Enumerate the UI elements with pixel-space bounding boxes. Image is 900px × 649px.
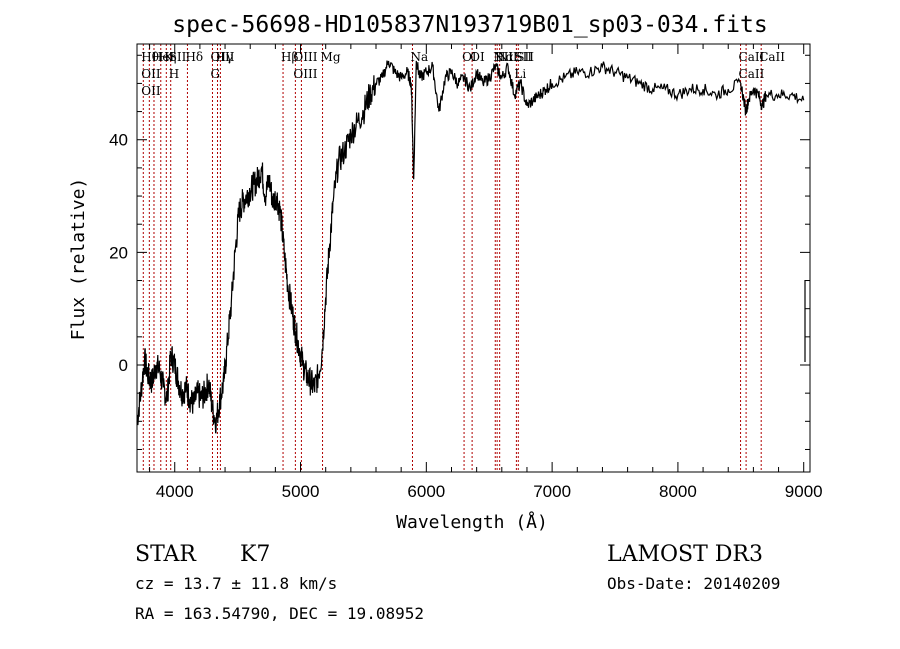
line-label: OII (141, 67, 161, 81)
spectrum-line (136, 60, 805, 434)
line-label: SII (516, 50, 534, 64)
line-label: OI (462, 50, 477, 64)
line-label: OIII (210, 50, 234, 64)
line-label: H (169, 67, 179, 81)
y-axis-label: Flux (relative) (68, 178, 89, 341)
line-label: CaII (739, 50, 765, 64)
line-label: OII (141, 84, 161, 98)
chart-title: spec-56698-HD105837N193719B01_sp03-034.f… (172, 12, 767, 38)
plot-frame (136, 43, 811, 473)
line-label: Li (514, 67, 526, 81)
y-tick-label: 20 (109, 243, 128, 262)
x-tick-label: 7000 (533, 482, 571, 501)
line-label: HeI (152, 50, 175, 64)
line-label: SII (169, 50, 187, 64)
line-label: Hθ (141, 50, 159, 64)
line-label: Na (410, 50, 428, 64)
x-tick-label: 9000 (785, 482, 823, 501)
coordinates: RA = 163.54790, DEC = 19.08952 (135, 604, 424, 623)
survey-name: LAMOST DR3 (607, 542, 763, 567)
y-tick-label: 0 (119, 356, 128, 375)
redshift-cz: cz = 13.7 ± 11.8 km/s (135, 574, 337, 593)
line-label: Hδ (185, 50, 203, 64)
line-label: NII (493, 50, 513, 64)
line-label: Mg (321, 50, 341, 64)
x-tick-label: 5000 (282, 482, 320, 501)
line-label: Hη (159, 50, 177, 64)
x-axis-label: Wavelength (Å) (396, 511, 548, 533)
line-label: NII (498, 50, 518, 64)
x-tick-label: 6000 (407, 482, 445, 501)
line-label: CaII (739, 67, 765, 81)
line-label: G (210, 67, 220, 81)
line-label: OI (470, 50, 485, 64)
line-label: OIII (293, 67, 317, 81)
object-class: STAR (135, 542, 197, 567)
line-label: SII (514, 50, 532, 64)
line-label: K (164, 50, 174, 64)
line-label: Hβ (281, 50, 298, 64)
line-label: CaII (759, 50, 785, 64)
axis-ticks: 4000 5000 6000 7000 8000 9000 0 20 40 (109, 44, 823, 501)
line-label: Hγ (216, 50, 234, 64)
line-label: Hα (495, 50, 514, 64)
line-label: OIII (293, 50, 317, 64)
x-tick-label: 4000 (156, 482, 194, 501)
y-tick-label: 40 (109, 131, 128, 150)
object-subclass: K7 (240, 542, 270, 567)
x-tick-label: 8000 (659, 482, 697, 501)
observation-date: Obs-Date: 20140209 (607, 574, 780, 593)
spectral-line-markers (142, 44, 762, 472)
